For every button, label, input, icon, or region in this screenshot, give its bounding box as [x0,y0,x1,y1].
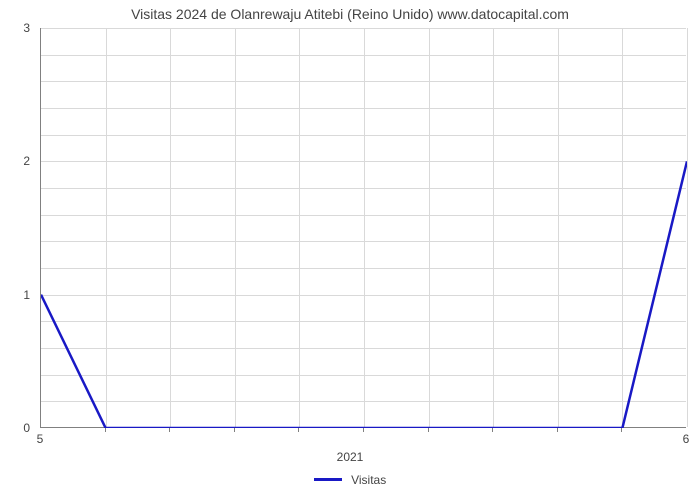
series-layer [41,28,687,428]
x-minor-tick [105,428,106,432]
series-line [41,161,687,428]
x-tick-label: 6 [683,432,690,446]
legend: Visitas [0,472,700,487]
x-minor-tick [298,428,299,432]
gridline-v [687,28,688,427]
legend-swatch [314,478,342,481]
x-axis-center-label: 2021 [0,450,700,464]
plot-area [40,28,686,428]
x-tick-label: 5 [37,432,44,446]
x-minor-tick [234,428,235,432]
y-tick-label: 0 [0,421,30,435]
x-minor-tick [492,428,493,432]
legend-label: Visitas [351,473,386,487]
x-minor-tick [557,428,558,432]
y-tick-label: 2 [0,154,30,168]
x-minor-tick [363,428,364,432]
y-tick-label: 3 [0,21,30,35]
x-minor-tick [428,428,429,432]
x-minor-tick [621,428,622,432]
chart-title: Visitas 2024 de Olanrewaju Atitebi (Rein… [0,6,700,22]
x-minor-tick [169,428,170,432]
y-tick-label: 1 [0,288,30,302]
